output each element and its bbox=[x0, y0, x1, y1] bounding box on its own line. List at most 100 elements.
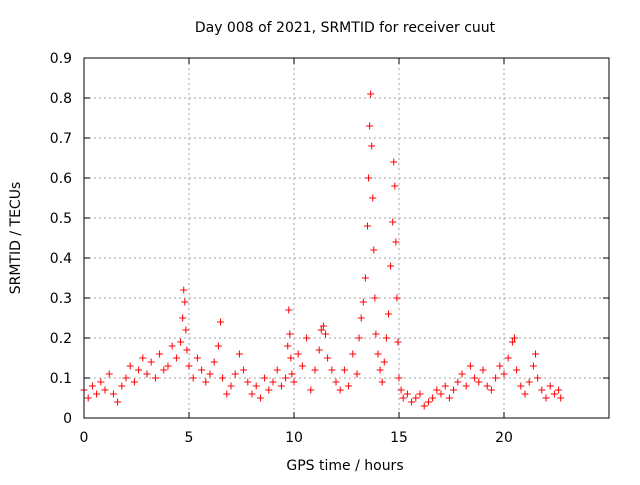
y-tick-label: 0.4 bbox=[50, 251, 72, 267]
data-point bbox=[557, 394, 565, 402]
data-point bbox=[555, 386, 563, 394]
data-point bbox=[286, 330, 294, 338]
data-point bbox=[179, 314, 187, 322]
data-point bbox=[97, 378, 105, 386]
data-point bbox=[261, 374, 269, 382]
data-point bbox=[109, 390, 117, 398]
data-point bbox=[504, 354, 512, 362]
data-point bbox=[84, 394, 92, 402]
data-point bbox=[322, 330, 329, 338]
x-tick-label: 20 bbox=[495, 430, 513, 446]
data-point bbox=[532, 350, 539, 358]
data-point bbox=[399, 394, 407, 402]
data-point bbox=[370, 246, 378, 254]
data-point bbox=[380, 358, 388, 366]
chart-title: Day 008 of 2021, SRMTID for receiver cuu… bbox=[195, 20, 496, 36]
data-point bbox=[517, 382, 525, 390]
data-point bbox=[550, 390, 558, 398]
data-point bbox=[441, 382, 449, 390]
y-tick-label: 0.5 bbox=[50, 211, 72, 227]
data-point bbox=[315, 346, 323, 354]
data-point bbox=[156, 350, 164, 358]
data-point bbox=[172, 354, 180, 362]
data-point bbox=[392, 238, 400, 246]
tick-labels: 0 0.1 0.2 0.3 0.4 0.5 0.6 0.7 0.8 0.9 0 5 10 15 20 bbox=[50, 51, 513, 446]
data-point bbox=[376, 366, 384, 374]
y-tick-label: 0.7 bbox=[50, 131, 72, 147]
data-point bbox=[433, 386, 441, 394]
data-point bbox=[387, 262, 395, 270]
data-point bbox=[164, 362, 172, 370]
data-point bbox=[382, 334, 390, 342]
data-point bbox=[458, 370, 466, 378]
y-axis-label: SRMTID / TECUs bbox=[8, 182, 24, 295]
data-point bbox=[177, 338, 185, 346]
data-point bbox=[181, 298, 189, 306]
data-point bbox=[367, 90, 375, 98]
data-point bbox=[369, 194, 377, 202]
x-axis-label: GPS time / hours bbox=[286, 458, 403, 474]
data-point bbox=[364, 222, 371, 230]
data-point bbox=[198, 366, 206, 374]
data-point bbox=[394, 338, 402, 346]
data-point bbox=[88, 382, 96, 390]
data-point bbox=[403, 390, 411, 398]
data-point bbox=[466, 362, 474, 370]
data-point bbox=[193, 354, 201, 362]
data-point bbox=[202, 378, 210, 386]
y-tick-label: 0.2 bbox=[50, 331, 72, 347]
data-point bbox=[389, 218, 397, 226]
data-point bbox=[508, 338, 516, 346]
data-point bbox=[273, 366, 281, 374]
data-point bbox=[355, 334, 363, 342]
y-tick-label: 0 bbox=[63, 411, 72, 427]
data-point bbox=[408, 398, 416, 406]
data-point bbox=[420, 402, 428, 410]
data-point bbox=[126, 362, 134, 370]
data-point bbox=[256, 394, 264, 402]
data-point bbox=[319, 322, 327, 330]
data-point bbox=[235, 350, 243, 358]
data-point bbox=[371, 294, 379, 302]
data-point bbox=[395, 374, 403, 382]
data-point bbox=[282, 374, 290, 382]
y-tick-label: 0.8 bbox=[50, 91, 72, 107]
data-point bbox=[521, 390, 529, 398]
data-point bbox=[217, 318, 224, 326]
data-point bbox=[185, 362, 193, 370]
x-tick-label: 10 bbox=[285, 430, 303, 446]
y-tick-label: 0.6 bbox=[50, 171, 72, 187]
data-point bbox=[118, 382, 126, 390]
data-point bbox=[277, 382, 285, 390]
data-point bbox=[462, 382, 470, 390]
data-point bbox=[538, 386, 546, 394]
data-point bbox=[487, 386, 495, 394]
data-point bbox=[244, 378, 252, 386]
data-point bbox=[353, 370, 361, 378]
data-point bbox=[93, 390, 101, 398]
data-point bbox=[265, 386, 273, 394]
data-point bbox=[223, 390, 231, 398]
data-point bbox=[500, 370, 508, 378]
data-point bbox=[294, 350, 302, 358]
data-point bbox=[390, 158, 398, 166]
data-point bbox=[311, 366, 319, 374]
data-point bbox=[357, 314, 365, 322]
data-point bbox=[496, 362, 504, 370]
y-tick-label: 0.3 bbox=[50, 291, 72, 307]
data-point bbox=[290, 378, 298, 386]
data-point bbox=[284, 342, 292, 350]
data-point bbox=[511, 334, 518, 342]
data-point bbox=[101, 386, 109, 394]
data-point bbox=[122, 374, 130, 382]
data-point bbox=[525, 378, 533, 386]
data-point bbox=[317, 326, 325, 334]
data-point bbox=[513, 366, 521, 374]
data-points bbox=[80, 90, 565, 410]
data-point bbox=[151, 374, 159, 382]
plot-frame bbox=[83, 57, 610, 419]
data-point bbox=[378, 378, 386, 386]
data-point bbox=[206, 370, 214, 378]
data-point bbox=[546, 382, 554, 390]
